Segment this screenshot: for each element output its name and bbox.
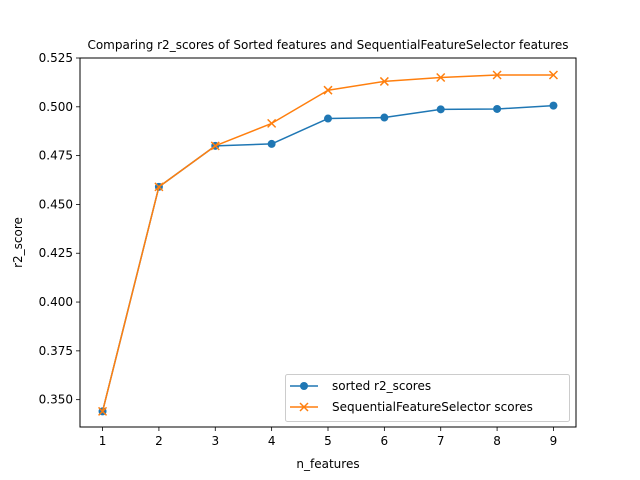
- series-2-point-7: [436, 72, 446, 83]
- legend-box: [285, 374, 570, 422]
- legend-marker-sfs: [299, 402, 309, 412]
- x-tick-label-9: 9: [550, 434, 558, 448]
- plot-area: 1 2 3 4 5 6 7 8 9 0.350 0.375 0.400 0.425 0.450 0.475 0…: [39, 51, 558, 448]
- plot-frame: [79, 57, 577, 428]
- y-tick-label-7: 0.500: [39, 100, 73, 114]
- x-tick-label-4: 4: [268, 434, 276, 448]
- series-1-point-9: [549, 101, 558, 110]
- series-1-point-4: [267, 139, 276, 148]
- legend-label-sfs: SequentialFeatureSelector scores: [332, 400, 533, 414]
- x-tick-label-1: 1: [99, 434, 107, 448]
- x-tick-label-2: 2: [155, 434, 163, 448]
- x-tick-label-5: 5: [324, 434, 332, 448]
- y-tick-label-5: 0.450: [39, 197, 73, 211]
- legend-marker-sorted: [300, 382, 308, 390]
- series-1-point-5: [324, 114, 332, 123]
- series-2-point-3: [210, 141, 220, 151]
- series-2-point-1: [98, 406, 108, 416]
- series-2-point-8: [492, 70, 502, 80]
- series-2-point-9: [548, 70, 558, 80]
- y-tick-label-3: 0.400: [39, 295, 73, 309]
- y-tick-label-1: 0.350: [39, 393, 73, 407]
- x-tick-label-6: 6: [381, 434, 389, 448]
- legend-label-sorted: sorted r2_scores: [332, 379, 431, 393]
- x-axis-label: n_features: [296, 457, 359, 471]
- x-tick-label-7: 7: [437, 434, 445, 448]
- x-tick-label-3: 3: [211, 434, 219, 448]
- y-tick-label-8: 0.525: [39, 51, 73, 65]
- series-2-point-5: [323, 85, 333, 95]
- chart-title: Comparing r2_scores of Sorted features a…: [87, 38, 568, 52]
- series-2-point-2: [154, 182, 164, 192]
- y-axis-label: r2_score: [11, 217, 25, 268]
- series-2-point-6: [379, 76, 389, 86]
- legend: sorted r2_scores SequentialFeatureSelect…: [285, 374, 570, 422]
- series-1-point-7: [436, 105, 445, 114]
- y-tick-label-2: 0.375: [39, 344, 73, 358]
- series-1-point-6: [380, 113, 389, 122]
- x-tick-label-8: 8: [493, 434, 501, 448]
- series-1-point-8: [493, 104, 502, 113]
- series-2-point-4: [267, 118, 277, 128]
- y-tick-label-4: 0.425: [39, 246, 73, 260]
- y-tick-label-6: 0.475: [39, 149, 73, 163]
